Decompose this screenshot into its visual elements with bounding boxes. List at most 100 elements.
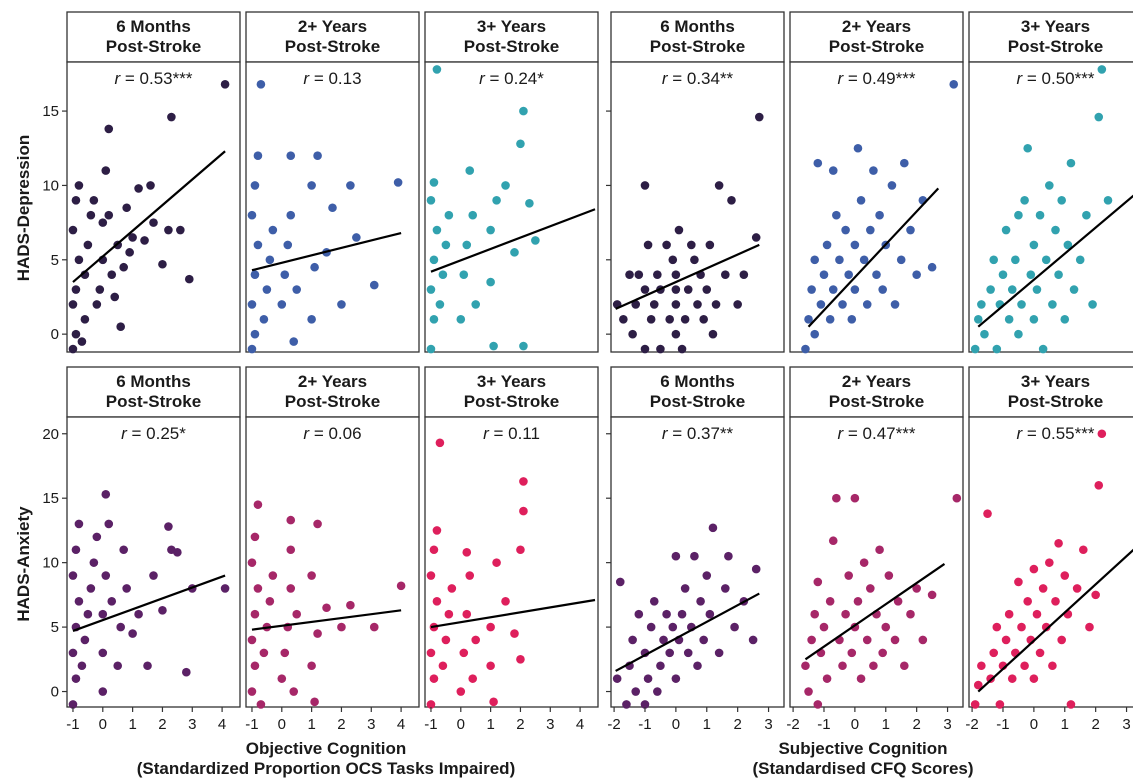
data-point: [828, 536, 838, 546]
data-point: [307, 181, 316, 190]
y-tick-label: 10: [42, 555, 59, 572]
data-point: [1054, 270, 1063, 279]
data-point: [250, 329, 260, 339]
data-point: [819, 622, 829, 632]
data-point: [71, 329, 81, 339]
data-point: [628, 635, 637, 645]
data-point: [286, 210, 296, 220]
data-point: [699, 635, 708, 645]
data-point: [801, 661, 810, 671]
data-point: [970, 344, 980, 354]
correlation-label: r = 0.50***: [1017, 69, 1095, 88]
data-point: [906, 225, 915, 235]
data-point: [668, 255, 678, 265]
data-point: [649, 597, 659, 606]
data-point: [292, 609, 302, 619]
y-tick-label: 15: [42, 490, 59, 507]
data-point: [680, 584, 690, 593]
data-point: [872, 270, 881, 279]
correlation-value: = 0.55***: [1022, 424, 1095, 443]
data-point: [125, 248, 134, 257]
data-point: [444, 609, 454, 619]
data-point: [1066, 158, 1076, 168]
strip-header: [424, 11, 599, 63]
data-point: [519, 506, 528, 516]
data-point: [748, 635, 758, 645]
data-point: [259, 314, 269, 324]
data-point: [977, 661, 986, 671]
data-point: [890, 300, 900, 309]
data-point: [1082, 210, 1091, 220]
x-tick-label: 2: [733, 716, 741, 733]
data-point: [80, 314, 90, 324]
regression-line: [251, 609, 402, 631]
data-point: [134, 184, 143, 193]
x-tick-label: -2: [786, 716, 799, 733]
data-point: [77, 337, 87, 346]
data-point: [832, 210, 841, 220]
data-point: [74, 519, 84, 529]
data-point: [492, 558, 501, 567]
data-point: [116, 622, 125, 632]
data-point: [438, 270, 448, 279]
y-tick-label: 15: [42, 103, 59, 120]
data-point: [671, 285, 681, 294]
data-point: [128, 629, 137, 638]
correlation-value: = 0.06: [309, 424, 361, 443]
data-point: [286, 584, 296, 593]
data-point: [68, 300, 78, 309]
data-point: [973, 680, 983, 690]
data-point: [158, 606, 167, 615]
data-point: [918, 635, 928, 645]
data-point: [471, 635, 481, 645]
data-point: [856, 196, 866, 205]
data-point: [429, 674, 439, 683]
data-point: [856, 674, 866, 683]
data-point: [671, 674, 681, 683]
correlation-symbol: r: [662, 424, 669, 443]
correlation-value: = 0.34**: [667, 69, 733, 88]
data-point: [751, 564, 761, 574]
x-tick-label: 2: [1091, 716, 1099, 733]
correlation-symbol: r: [1017, 424, 1024, 443]
data-point: [247, 635, 257, 645]
data-point: [247, 300, 257, 309]
strip-title-line1: 2+ Years: [298, 17, 367, 36]
data-point: [671, 270, 681, 279]
strip-title-line2: Post-Stroke: [106, 392, 201, 411]
strip-header: [424, 366, 599, 418]
data-point: [807, 285, 816, 294]
data-point: [739, 270, 749, 279]
data-point: [92, 300, 102, 309]
correlation-label: r = 0.47***: [838, 424, 916, 443]
data-point: [890, 635, 900, 645]
strip-title-line2: Post-Stroke: [650, 392, 745, 411]
data-point: [733, 300, 742, 309]
data-point: [184, 274, 194, 284]
data-point: [659, 635, 668, 645]
data-point: [68, 648, 78, 658]
y-tick-label: 0: [51, 326, 59, 343]
data-point: [615, 577, 625, 587]
data-point: [164, 522, 173, 531]
data-point: [640, 344, 650, 354]
data-point: [906, 609, 915, 619]
strip-title-line2: Post-Stroke: [285, 37, 380, 56]
data-point: [501, 181, 510, 190]
x-tick-label: 1: [703, 716, 711, 733]
data-point: [952, 493, 962, 503]
data-point: [640, 181, 650, 190]
data-point: [832, 493, 841, 503]
data-point: [828, 285, 838, 294]
data-point: [113, 661, 123, 671]
data-point: [1032, 285, 1042, 294]
data-point: [429, 178, 439, 187]
data-point: [369, 280, 379, 290]
data-point: [492, 196, 501, 205]
data-point: [92, 532, 102, 542]
data-point: [680, 314, 690, 324]
data-point: [810, 255, 820, 265]
data-point: [643, 240, 653, 250]
data-point: [489, 697, 498, 707]
regression-line: [72, 150, 226, 283]
